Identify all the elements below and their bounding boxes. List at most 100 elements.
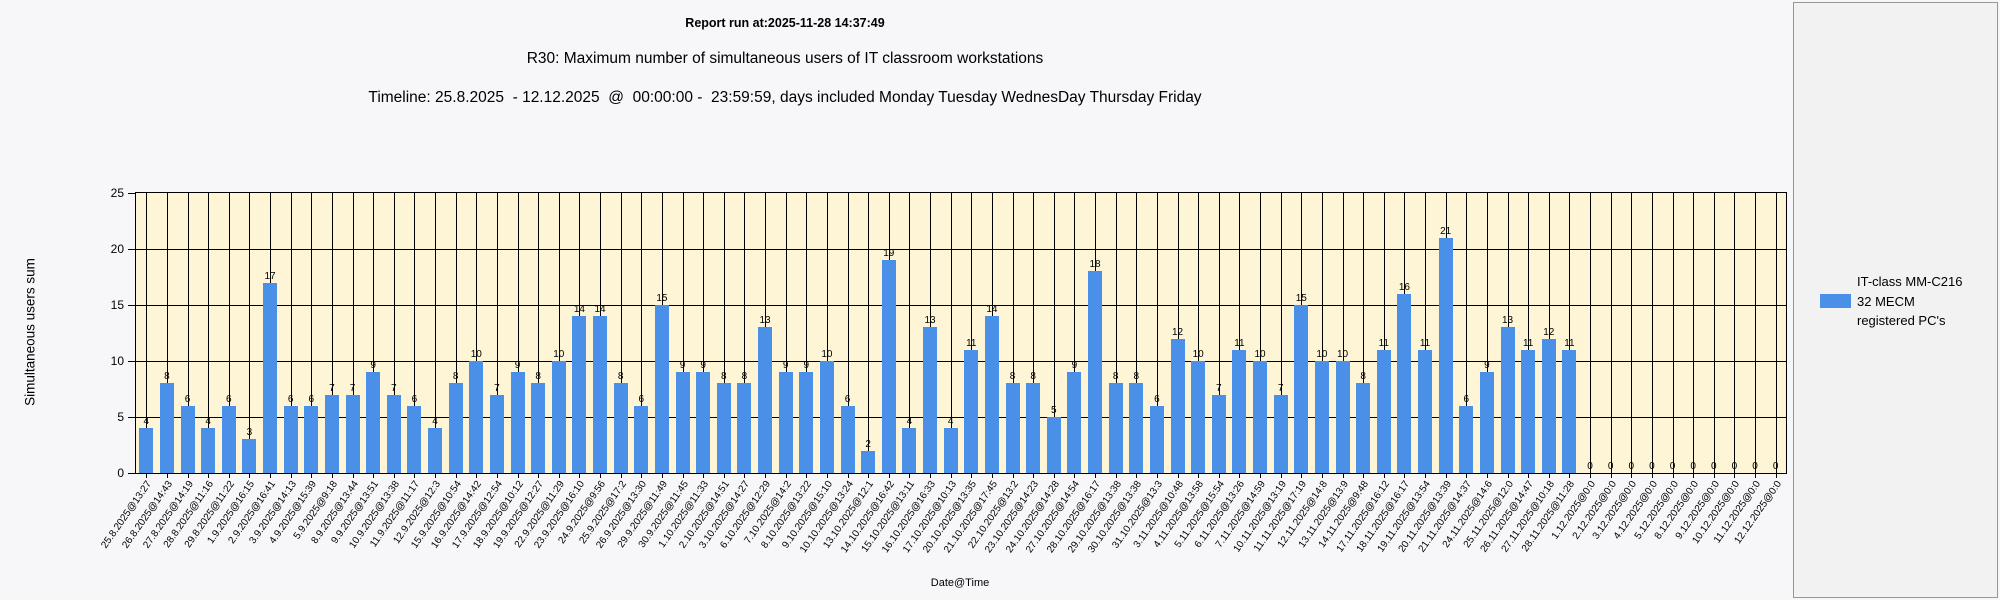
- bar: [1521, 349, 1536, 473]
- bar-value-label: 0: [1649, 461, 1655, 472]
- bar-value-label: 11: [966, 337, 977, 349]
- bar: [923, 327, 938, 473]
- x-axis-tick: [847, 474, 849, 478]
- gridline-vertical: [228, 193, 230, 473]
- gridline-vertical: [1569, 193, 1571, 473]
- bar: [366, 372, 381, 473]
- report-run-timestamp: Report run at:2025-11-28 14:37:49: [685, 16, 885, 30]
- bar: [1026, 383, 1041, 473]
- bar-value-label: 12: [1172, 326, 1184, 338]
- x-axis-tick: [517, 474, 519, 478]
- bar: [943, 428, 958, 473]
- bar-value-label: 21: [1440, 225, 1452, 237]
- gridline-vertical: [1610, 193, 1612, 473]
- x-axis-tick: [352, 474, 354, 478]
- bar-value-label: 15: [1295, 293, 1307, 304]
- bar-value-label: 19: [883, 248, 895, 260]
- bar: [902, 428, 917, 473]
- bar-value-label: 7: [349, 382, 356, 394]
- bar: [345, 394, 360, 473]
- x-axis-tick: [1260, 474, 1262, 478]
- bar-value-label: 9: [782, 360, 789, 372]
- x-axis-tick: [785, 474, 787, 478]
- bar-value-label: 7: [494, 382, 500, 394]
- bar: [819, 361, 834, 473]
- plot-area: 0 5 10 15 20 25 4 8 6 4 6 3 17 6 6 7 7 9 7 6 4 8 10 7 9 8 10 14 14 8 6…: [111, 186, 1787, 480]
- gridline-vertical: [950, 193, 952, 473]
- bar: [1046, 417, 1061, 473]
- bar: [1335, 361, 1350, 473]
- bar-value-label: 6: [226, 393, 232, 405]
- bar-value-label: 10: [1254, 349, 1266, 360]
- gridline-horizontal: [136, 361, 1786, 362]
- bar-value-label: 0: [1772, 461, 1779, 472]
- bar: [1005, 383, 1020, 473]
- bar: [1418, 349, 1433, 473]
- x-axis-tick: [1651, 474, 1653, 478]
- bar-value-label: 10: [1337, 349, 1349, 360]
- gridline-vertical: [1177, 193, 1179, 473]
- x-axis-tick: [1734, 474, 1736, 478]
- gridline-vertical: [187, 193, 189, 473]
- bar: [778, 372, 793, 473]
- x-axis-tick: [1548, 474, 1550, 478]
- bar: [139, 428, 154, 473]
- x-axis-tick: [1136, 474, 1138, 478]
- gridline-vertical: [1528, 193, 1530, 473]
- x-axis-tick: [744, 474, 746, 478]
- gridline-vertical: [435, 193, 437, 473]
- x-axis-tick: [641, 474, 643, 478]
- gridline-vertical: [641, 193, 643, 473]
- gridline-vertical: [744, 193, 746, 473]
- x-axis-tick: [600, 474, 602, 478]
- x-axis-tick: [1363, 474, 1365, 478]
- gridline-vertical: [826, 193, 828, 473]
- gridline-vertical: [1033, 193, 1035, 473]
- x-axis-tick: [1569, 474, 1571, 478]
- gridline-vertical: [1053, 193, 1055, 473]
- bar-value-label: 8: [741, 371, 748, 383]
- gridline-vertical: [1115, 193, 1117, 473]
- bar-value-label: 13: [759, 315, 771, 327]
- bar-value-label: 4: [432, 416, 438, 428]
- x-axis-tick: [620, 474, 622, 478]
- bar-value-label: 3: [246, 427, 253, 439]
- x-axis-tick: [1033, 474, 1035, 478]
- bar: [716, 383, 731, 473]
- gridline-vertical: [1198, 193, 1200, 473]
- x-axis-tick: [538, 474, 540, 478]
- bar: [448, 383, 463, 473]
- bar-value-label: 18: [1089, 259, 1101, 271]
- gridline-vertical: [1590, 193, 1592, 473]
- x-axis-tick: [1693, 474, 1695, 478]
- bar-value-label: 13: [924, 315, 936, 327]
- bar: [1294, 305, 1309, 473]
- x-axis-tick: [1445, 474, 1447, 478]
- y-axis-tick: [128, 193, 136, 194]
- x-axis-tick: [1610, 474, 1612, 478]
- bar: [1356, 383, 1371, 473]
- bar-value-label: 6: [844, 393, 851, 405]
- gridline-horizontal: [136, 305, 1786, 306]
- bar-value-label: 0: [1711, 461, 1717, 472]
- x-axis-tick: [1095, 474, 1097, 478]
- x-axis-tick: [393, 474, 395, 478]
- gridline-horizontal: [136, 249, 1786, 250]
- x-axis-tick: [496, 474, 498, 478]
- y-axis-tick-label: 20: [110, 242, 124, 256]
- x-axis-tick: [1713, 474, 1715, 478]
- gridline-vertical: [249, 193, 251, 473]
- x-axis-tick: [826, 474, 828, 478]
- bar-value-label: 9: [514, 360, 521, 372]
- bar-value-label: 0: [1752, 461, 1758, 472]
- x-axis-tick: [455, 474, 457, 478]
- x-axis-tick: [331, 474, 333, 478]
- bar-value-label: 7: [329, 382, 335, 394]
- legend-series-name: IT-class MM-C216: [1857, 274, 1963, 289]
- x-axis-tick: [806, 474, 808, 478]
- bar: [1459, 405, 1474, 473]
- gridline-horizontal: [136, 417, 1786, 418]
- bar-value-label: 11: [1419, 337, 1431, 349]
- bar-value-label: 8: [1360, 371, 1366, 383]
- x-axis-tick: [311, 474, 313, 478]
